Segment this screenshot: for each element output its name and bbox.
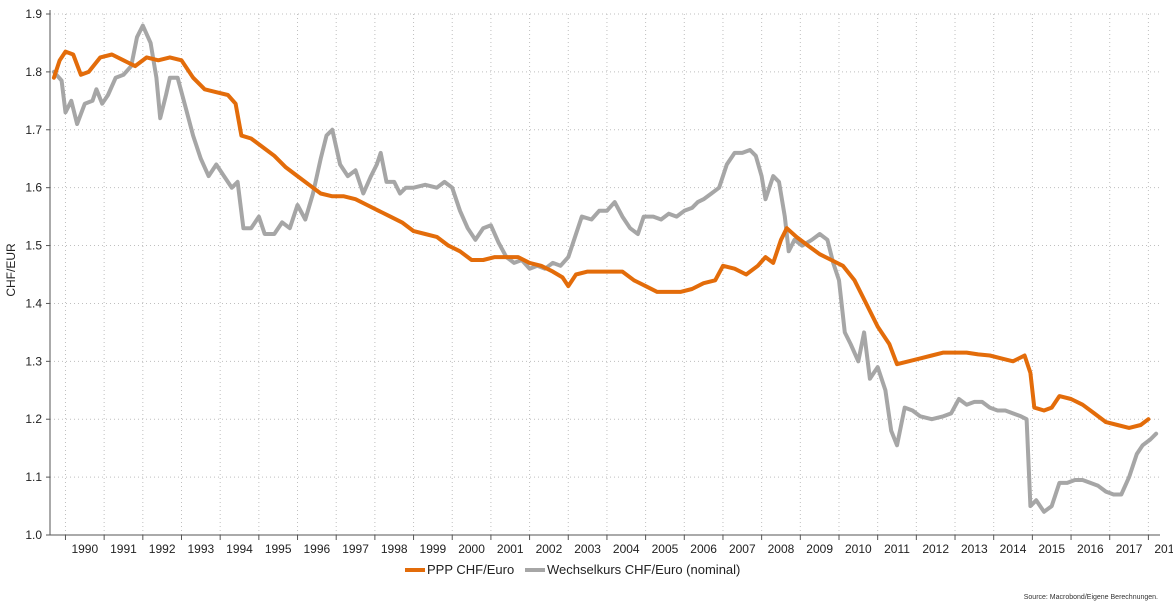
x-tick-label: 2002 [536,542,563,556]
series-line-ppp [51,49,1151,430]
legend-label-ppp: PPP CHF/Euro [427,562,514,577]
y-tick-label: 1.9 [25,7,42,21]
series-line-wechselkurs [51,23,1159,514]
x-tick-label: 2015 [1038,542,1065,556]
y-tick-label: 1.1 [25,470,42,484]
x-tick-label: 2017 [1116,542,1143,556]
x-tick-label: 2018 [1154,542,1173,556]
x-tick-label: 2000 [458,542,485,556]
x-tick-label: 1997 [342,542,369,556]
y-tick-label: 1.7 [25,123,42,137]
x-tick-label: 2010 [845,542,872,556]
x-tick-label: 2014 [1000,542,1027,556]
x-tick-label: 2001 [497,542,524,556]
y-axis-label: CHF/EUR [4,243,18,297]
y-tick-labels: 1.0 1.1 1.2 1.3 1.4 1.5 1.6 1.7 1.8 1.9 [25,7,42,542]
y-tick-label: 1.4 [25,296,42,310]
legend-label-wechselkurs: Wechselkurs CHF/Euro (nominal) [547,562,740,577]
y-tick-label: 1.0 [25,528,42,542]
x-tick-label: 1999 [420,542,447,556]
x-tick-label: 2009 [806,542,833,556]
axis-layer [46,10,1160,540]
x-tick-label: 1993 [187,542,214,556]
x-tick-label: 2011 [884,542,910,556]
x-tick-label: 1991 [110,542,137,556]
y-tick-label: 1.5 [25,239,42,253]
x-tick-label: 1994 [226,542,253,556]
x-tick-label: 2006 [690,542,717,556]
x-tick-labels: 1990 1991 1992 1993 1994 1995 1996 1997 1998 1999… [71,542,1173,556]
x-tick-label: 2003 [574,542,601,556]
y-tick-label: 1.8 [25,65,42,79]
series-layer [51,23,1159,514]
x-tick-label: 1996 [304,542,331,556]
x-tick-label: 2016 [1077,542,1104,556]
x-tick-label: 1998 [381,542,408,556]
x-tick-label: 1995 [265,542,292,556]
y-tick-label: 1.6 [25,181,42,195]
x-tick-label: 2005 [652,542,679,556]
source-note: Source: Macrobond/Eigene Berechnungen. [1024,594,1158,601]
x-tick-label: 2012 [922,542,949,556]
x-tick-label: 1990 [71,542,98,556]
y-tick-label: 1.3 [25,354,42,368]
x-tick-label: 2007 [729,542,756,556]
x-tick-label: 2004 [613,542,640,556]
x-tick-label: 2013 [961,542,988,556]
x-tick-label: 1992 [149,542,176,556]
y-tick-label: 1.2 [25,412,42,426]
legend: PPP CHF/Euro Wechselkurs CHF/Euro (nomina… [405,562,740,577]
x-tick-label: 2008 [768,542,795,556]
